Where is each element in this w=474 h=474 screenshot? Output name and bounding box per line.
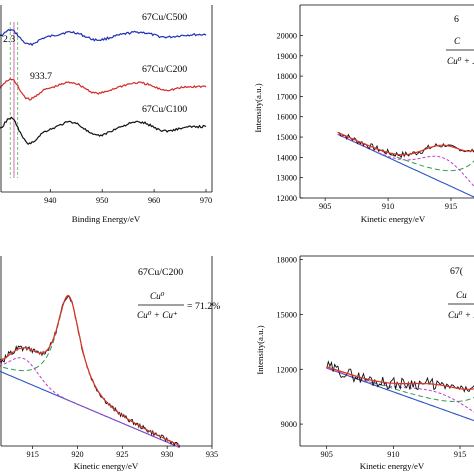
panel-d-ytick-label: 9000 <box>281 420 297 429</box>
panel-d-sample-label: 67( <box>450 266 463 277</box>
panel-b-ytick-label: 14000 <box>277 153 297 162</box>
panel-b-ytick-label: 16000 <box>277 113 297 122</box>
panel-b-xtick-label: 910 <box>382 202 394 211</box>
panel-c-xtick-label: 915 <box>27 450 39 459</box>
legend-c100: 67Cu/C100 <box>142 104 187 115</box>
annotation-2-3: 2.3 <box>3 34 15 45</box>
spectrum-line <box>0 28 207 47</box>
panel-d: 905 910 915 9000 12000 15000 18000 Intensity(a… <box>255 255 474 471</box>
legend-c200: 67Cu/C200 <box>142 64 187 75</box>
panel-b-formula-top: C <box>454 36 461 46</box>
panel-d-ytick-label: 15000 <box>277 310 297 319</box>
panel-d-formula-bottom: Cu⁰ + ... <box>448 310 474 320</box>
panel-b-xtick-label: 915 <box>445 202 457 211</box>
panel-b-ytick-label: 15000 <box>277 133 297 142</box>
panel-c: 915 920 925 930 935 Kinetic energy/eV 67Cu/C… <box>0 256 220 471</box>
panel-b-ytick-label: 17000 <box>277 92 297 101</box>
panel-d-xlabel: Kinetic energy/eV <box>360 461 425 471</box>
panel-d-ytick-label: 18000 <box>277 256 297 265</box>
background-line <box>337 133 474 198</box>
panel-c-xlabel: Kinetic energy/eV <box>74 461 139 471</box>
panel-b-xtick-label: 905 <box>319 202 331 211</box>
envelope-fit-line <box>0 294 180 447</box>
panel-b-ytick-label: 19000 <box>277 52 297 61</box>
panel-b: 905 910 915 12000 13000 14000 15000 16000 17000 1… <box>253 4 474 224</box>
panel-d-xtick-label: 910 <box>387 450 399 459</box>
panel-c-xtick-label: 930 <box>161 450 173 459</box>
panel-c-formula-top: Cu⁰ <box>150 291 165 301</box>
fit-component-cu0 <box>326 366 474 402</box>
raw-spectrum-line <box>326 360 474 393</box>
spectrum-line <box>0 116 207 146</box>
panel-a-xtick-label: 960 <box>148 196 160 205</box>
panel-d-ytick-label: 12000 <box>277 365 297 374</box>
panel-a-xtick-label: 940 <box>44 196 56 205</box>
panel-a-xtick-label: 950 <box>96 196 108 205</box>
panel-c-formula-bottom: Cu⁰ + Cu⁺ <box>137 310 178 320</box>
fit-component-cu-plus <box>0 357 180 448</box>
spectrum-line <box>0 77 207 101</box>
panel-b-ytick-label: 18000 <box>277 72 297 81</box>
envelope-fit-line <box>337 131 474 156</box>
legend-c500: 67Cu/C500 <box>142 12 187 23</box>
panel-c-xtick-label: 935 <box>206 450 218 459</box>
panel-a: 940 950 960 970 2.3 933.7 67Cu/C500 67Cu/C2… <box>0 5 213 224</box>
panel-d-xtick-label: 905 <box>321 450 333 459</box>
fit-component-cu-plus <box>326 367 474 413</box>
panel-b-ylabel: Intensity(a.u.) <box>253 83 263 132</box>
panel-d-xtick-label: 915 <box>454 450 466 459</box>
panel-b-ytick-label: 13000 <box>277 174 297 183</box>
panel-c-xtick-label: 920 <box>71 450 83 459</box>
envelope-fit-line <box>326 366 474 391</box>
panel-d-formula-top: Cu <box>456 290 467 300</box>
panel-d-ylabel: Intensity(a.u.) <box>255 325 265 374</box>
panel-b-sample-label: 6 <box>454 14 459 25</box>
panel-b-xlabel: Kinetic energy/eV <box>361 214 426 224</box>
panel-b-ytick-label: 20000 <box>277 31 297 40</box>
fit-component-cu-plus <box>337 133 474 187</box>
panel-c-sample-label: 67Cu/C200 <box>138 267 183 278</box>
annotation-933-7: 933.7 <box>30 71 52 82</box>
panel-a-xlabel: Binding Energy/eV <box>72 214 141 224</box>
background-line <box>326 367 474 422</box>
panel-c-formula-value: = 71.2% <box>187 301 220 312</box>
panel-a-xtick-label: 970 <box>200 196 212 205</box>
panel-b-formula-bottom: Cu⁰ + ... <box>447 56 474 66</box>
panel-c-xtick-label: 925 <box>116 450 128 459</box>
fit-component-cu0 <box>337 131 474 172</box>
raw-spectrum-line <box>337 131 474 159</box>
panel-b-ytick-label: 12000 <box>277 194 297 203</box>
